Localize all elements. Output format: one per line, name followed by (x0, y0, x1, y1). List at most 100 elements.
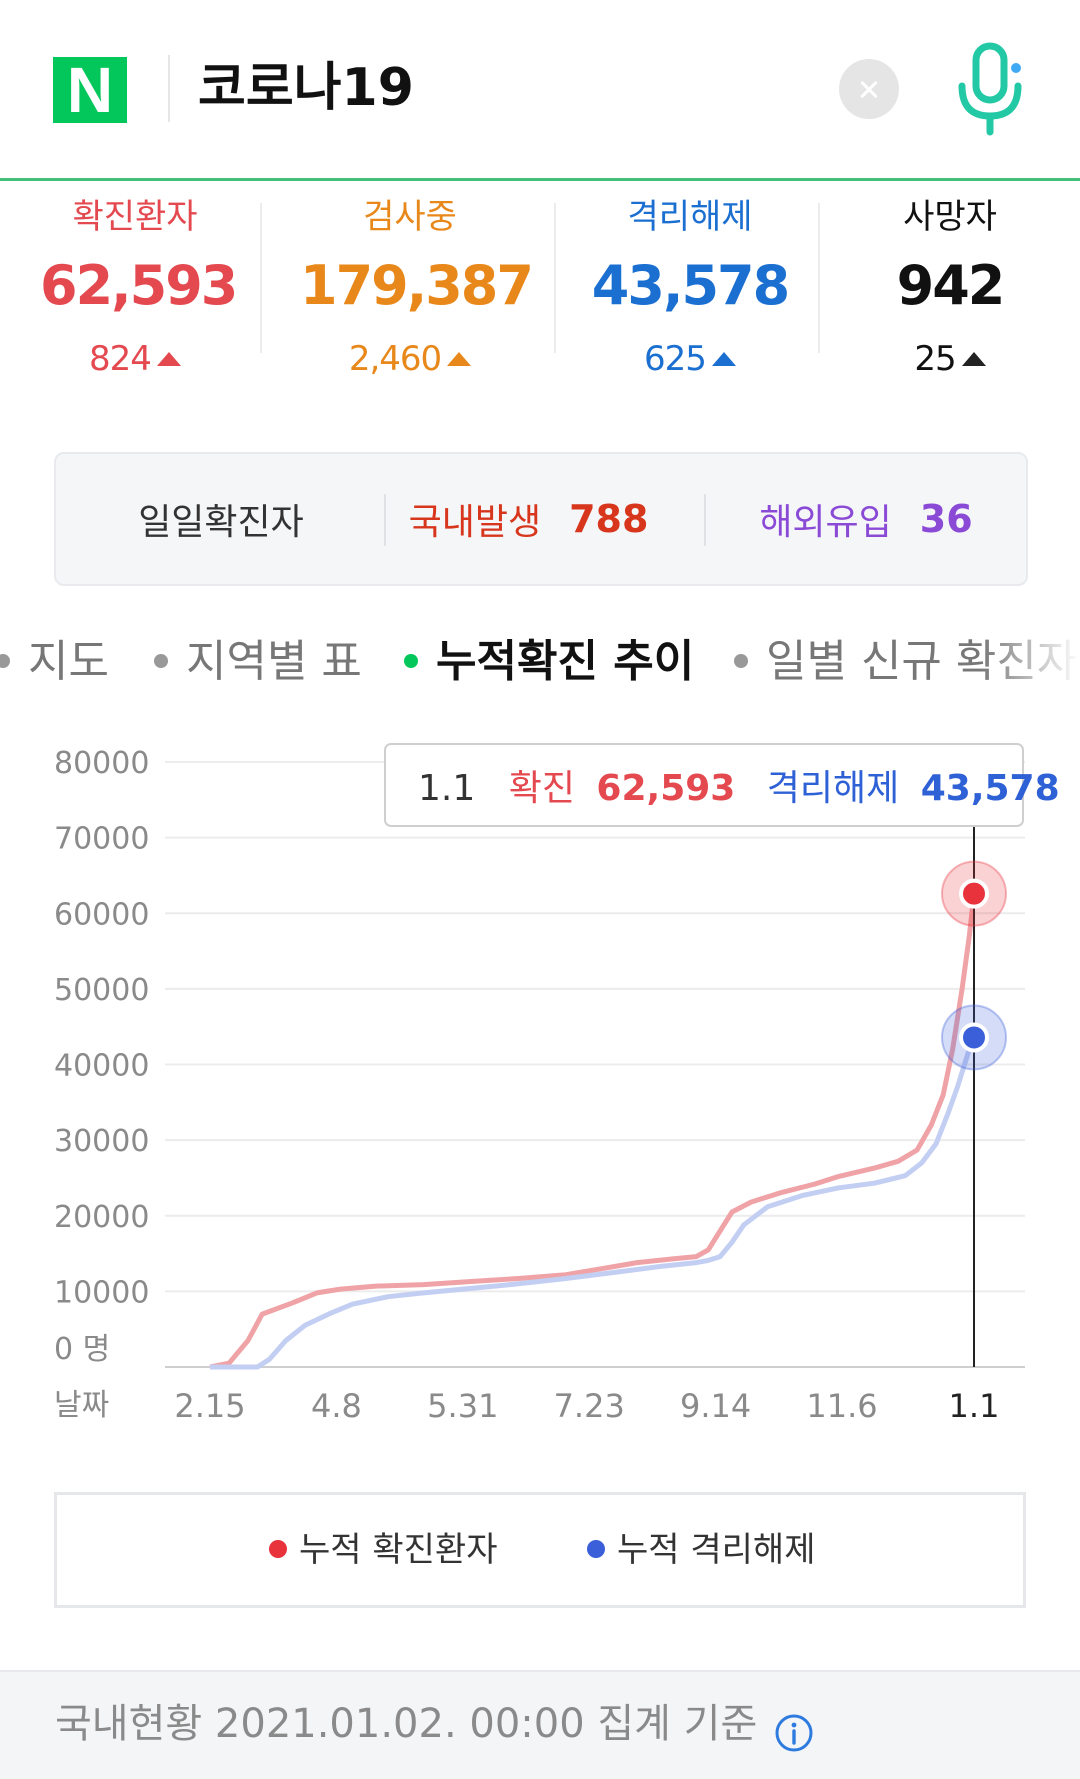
tab-label: 지역별 표 (186, 636, 362, 687)
tab-region-table[interactable]: 지역별 표 (154, 620, 362, 704)
search-header: N 코로나19 (0, 0, 1080, 181)
y-tick-label: 40000 (54, 1049, 149, 1084)
tooltip-confirmed-value: 62,593 (596, 768, 735, 809)
y-tick-label: 80000 (54, 746, 149, 781)
red-dot-icon (269, 1540, 287, 1558)
y-tick-label: 10000 (54, 1275, 149, 1310)
up-triangle-icon (961, 352, 986, 366)
bullet-icon (404, 654, 418, 668)
stat-change-value: 25 (914, 339, 956, 379)
header-divider (168, 55, 170, 122)
chart-tooltip: 1.1 확진 62,593 격리해제 43,578 (384, 743, 1060, 827)
stat-change-value: 824 (89, 339, 152, 379)
stat-released: 격리해제 43,578 625 (580, 181, 800, 381)
domestic-label: 국내발생 (408, 502, 542, 543)
stat-change: 25 (850, 339, 1050, 379)
stat-divider (554, 203, 556, 353)
blue-dot-icon (587, 1540, 605, 1558)
stat-change-value: 2,460 (348, 339, 442, 379)
legend-confirmed[interactable]: 누적 확진환자 (269, 1495, 498, 1605)
stat-divider (260, 203, 262, 353)
chart-series (209, 893, 977, 1370)
daily-label: 일일확진자 (138, 502, 304, 543)
domestic-value: 788 (569, 497, 649, 541)
tab-label: 지도 (28, 636, 109, 687)
daily-domestic: 국내발생 788 (386, 454, 671, 584)
daily-divider (384, 494, 386, 546)
tabs-fade (980, 620, 1080, 704)
stat-change-value: 625 (644, 339, 707, 379)
search-query[interactable]: 코로나19 (198, 58, 414, 118)
info-icon[interactable] (774, 1713, 814, 1753)
chart-grid (165, 761, 1025, 1368)
stat-deaths: 사망자 942 25 (850, 181, 1050, 381)
x-tick-label: 11.6 (806, 1387, 877, 1425)
stat-change: 625 (580, 339, 800, 379)
y-unit-label: 0 명 (54, 1332, 110, 1367)
overseas-label: 해외유입 (759, 502, 892, 543)
x-tick-label: 1.1 (949, 1387, 1000, 1425)
bullet-icon (0, 654, 10, 668)
stat-divider (818, 203, 820, 353)
y-tick-label: 20000 (54, 1200, 149, 1235)
stat-change: 2,460 (300, 339, 520, 379)
confirmed-line (209, 893, 977, 1370)
up-triangle-icon (447, 352, 472, 366)
y-tick-label: 50000 (54, 973, 149, 1008)
stat-value: 179,387 (300, 254, 534, 317)
legend-released[interactable]: 누적 격리해제 (587, 1495, 816, 1605)
legend-label: 누적 확진환자 (299, 1530, 498, 1570)
daily-confirmed-box: 일일확진자 국내발생 788 해외유입 36 (54, 452, 1028, 586)
footer-bar: 국내현황 2021.01.02. 00:00 집계 기준 (0, 1670, 1080, 1779)
x-tick-label: 4.8 (311, 1387, 362, 1425)
stat-change: 824 (40, 339, 230, 379)
daily-divider (704, 494, 706, 546)
stat-testing: 검사중 179,387 2,460 (300, 181, 534, 381)
confirmed-marker (959, 878, 989, 909)
view-tabs: 지도 지역별 표 누적확진 추이 일별 신규 확진자 (0, 620, 1080, 704)
chart-labels: 80000 70000 60000 50000 40000 30000 20000 10000… (54, 746, 999, 1425)
stat-label: 격리해제 (627, 197, 753, 237)
x-axis-title: 날짜 (54, 1388, 109, 1423)
released-line (210, 1036, 977, 1370)
overseas-value: 36 (919, 497, 973, 541)
y-tick-label: 70000 (54, 822, 149, 857)
cumulative-chart[interactable]: 80000 70000 60000 50000 40000 30000 20000 10000… (0, 720, 1080, 1440)
x-tick-label: 7.23 (554, 1387, 625, 1425)
close-icon[interactable] (839, 59, 899, 119)
up-triangle-icon (156, 352, 181, 366)
footer-timestamp: 국내현황 2021.01.02. 00:00 집계 기준 (55, 1701, 758, 1747)
bullet-icon (154, 654, 168, 668)
stat-value: 43,578 (591, 254, 790, 317)
tooltip-date: 1.1 (418, 768, 475, 809)
x-tick-label: 9.14 (680, 1387, 751, 1425)
x-tick-label: 5.31 (427, 1387, 498, 1425)
y-tick-label: 30000 (54, 1124, 149, 1159)
naver-logo[interactable]: N (53, 57, 127, 123)
microphone-icon[interactable] (950, 40, 1030, 140)
stat-value: 62,593 (40, 254, 238, 317)
tooltip-released-value: 43,578 (921, 768, 1060, 809)
stat-value: 942 (896, 254, 1006, 317)
tooltip-confirmed-label: 확진 (509, 768, 575, 809)
stat-label: 사망자 (903, 197, 997, 237)
x-tick-label: 2.15 (174, 1387, 245, 1425)
logo-letter: N (66, 54, 114, 126)
daily-overseas: 해외유입 36 (706, 454, 1026, 584)
tab-label: 누적확진 추이 (436, 636, 695, 687)
chart-legend: 누적 확진환자 누적 격리해제 (54, 1492, 1026, 1608)
stat-label: 확진환자 (72, 197, 198, 237)
stat-label: 검사중 (363, 197, 457, 237)
legend-label: 누적 격리해제 (617, 1530, 816, 1570)
svg-text:1.1 확진 62,593: 1.1 확진 62,593 격리해제 43,578 (418, 768, 1060, 809)
up-triangle-icon (711, 352, 736, 366)
stats-summary: 확진환자 62,593 824 검사중 179,387 2,460 격리해제 4… (0, 181, 1080, 381)
tab-map[interactable]: 지도 (0, 620, 109, 704)
stat-confirmed: 확진환자 62,593 824 (40, 181, 238, 381)
chart-markers (941, 826, 1007, 1367)
y-tick-label: 60000 (54, 897, 149, 932)
tab-cumulative-trend[interactable]: 누적확진 추이 (404, 620, 694, 704)
released-marker (959, 1022, 989, 1053)
bullet-icon (734, 654, 748, 668)
tooltip-released-label: 격리해제 (767, 768, 899, 809)
